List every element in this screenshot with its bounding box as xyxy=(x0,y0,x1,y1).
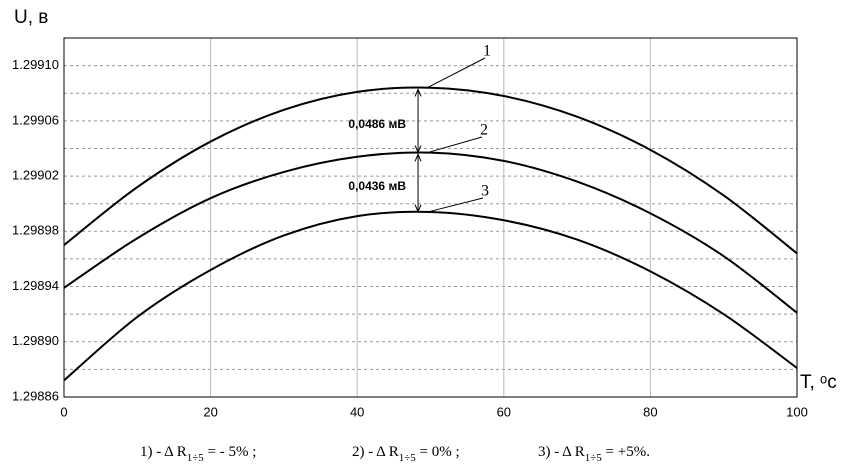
y-tick-label: 1.29886 xyxy=(12,388,59,403)
annotation: 0,0486 мВ xyxy=(348,117,406,131)
series-line xyxy=(63,210,798,382)
caption-subscript: 1÷5 xyxy=(399,452,417,464)
caption-text: = 0% ; xyxy=(416,444,460,460)
y-tick-label: 1.29898 xyxy=(12,223,59,238)
caption-text: 1) - Δ R xyxy=(140,444,187,460)
caption-text: 2) - Δ R xyxy=(352,444,399,460)
leader-line xyxy=(426,197,484,213)
y-tick-label: 1.29910 xyxy=(12,57,59,72)
y-tick-label: 1.29902 xyxy=(12,168,59,183)
caption-text: = - 5% ; xyxy=(204,444,257,460)
x-axis-label: T, ᵒс xyxy=(800,372,837,393)
annotation: 0,0436 мВ xyxy=(348,179,406,193)
x-tick-label: 0 xyxy=(60,404,67,419)
caption-text: 3) - Δ R xyxy=(538,444,585,460)
x-tick-label: 20 xyxy=(203,404,217,419)
caption-subscript: 1÷5 xyxy=(585,452,603,464)
caption-text: = +5%. xyxy=(602,444,650,460)
x-tick-label: 60 xyxy=(497,404,511,419)
series-label: 1 xyxy=(483,43,491,60)
series-label: 2 xyxy=(480,122,488,139)
x-tick-label: 80 xyxy=(643,404,657,419)
plot-frame xyxy=(63,37,798,398)
series-label: 3 xyxy=(481,183,489,200)
leader-line xyxy=(426,57,486,89)
y-axis-label: U, в xyxy=(14,7,48,28)
x-tick-label: 100 xyxy=(786,404,808,419)
caption: 1) - Δ R1÷5 = - 5% ; xyxy=(140,444,256,463)
series-line xyxy=(63,151,798,314)
y-tick-label: 1.29906 xyxy=(12,112,59,127)
y-tick-label: 1.29894 xyxy=(12,278,59,293)
y-tick-label: 1.29890 xyxy=(12,333,59,348)
leader-line xyxy=(426,136,483,154)
x-tick-label: 40 xyxy=(350,404,364,419)
series-line xyxy=(63,86,798,255)
caption: 3) - Δ R1÷5 = +5%. xyxy=(538,444,650,463)
caption-subscript: 1÷5 xyxy=(187,452,205,464)
caption: 2) - Δ R1÷5 = 0% ; xyxy=(352,444,460,463)
